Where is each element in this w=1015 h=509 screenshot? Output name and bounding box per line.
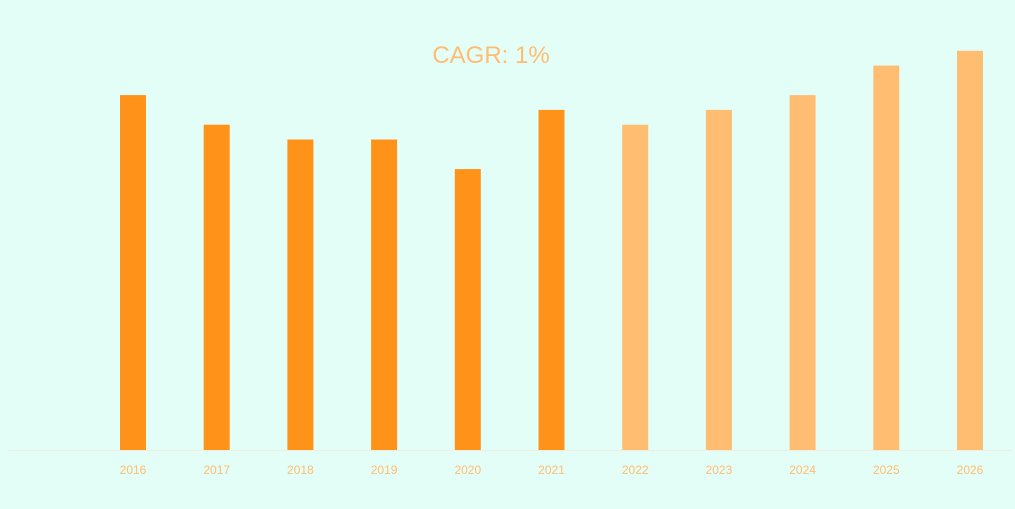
chart-title: CAGR: 1% xyxy=(432,42,549,69)
bar-2018 xyxy=(287,139,314,450)
x-tick-label-2024: 2024 xyxy=(789,463,816,477)
bar-2017 xyxy=(203,124,230,450)
x-tick-label-2021: 2021 xyxy=(538,463,565,477)
bar-2024 xyxy=(789,95,816,450)
x-tick-label-2018: 2018 xyxy=(287,463,314,477)
bar-2016 xyxy=(120,95,146,450)
x-tick-label-2016: 2016 xyxy=(120,463,147,477)
bar-2023 xyxy=(705,109,732,451)
x-tick-label-2019: 2019 xyxy=(371,463,398,477)
bar-2025 xyxy=(873,65,900,450)
bar-2026 xyxy=(957,50,983,451)
x-tick-label-2026: 2026 xyxy=(957,463,984,477)
bar-2021 xyxy=(538,109,565,451)
x-tick-label-2022: 2022 xyxy=(622,463,649,477)
x-tick-label-2023: 2023 xyxy=(706,463,733,477)
bars-group xyxy=(120,50,983,451)
bar-2022 xyxy=(622,124,649,450)
x-tick-label-2020: 2020 xyxy=(454,463,481,477)
bar-2020 xyxy=(454,169,481,450)
x-tick-labels: 2016 2017 2018 2019 2020 2021 2022 2023 2024 2025… xyxy=(120,463,984,477)
x-tick-label-2025: 2025 xyxy=(873,463,900,477)
bar-2019 xyxy=(371,139,398,450)
x-tick-label-2017: 2017 xyxy=(203,463,230,477)
